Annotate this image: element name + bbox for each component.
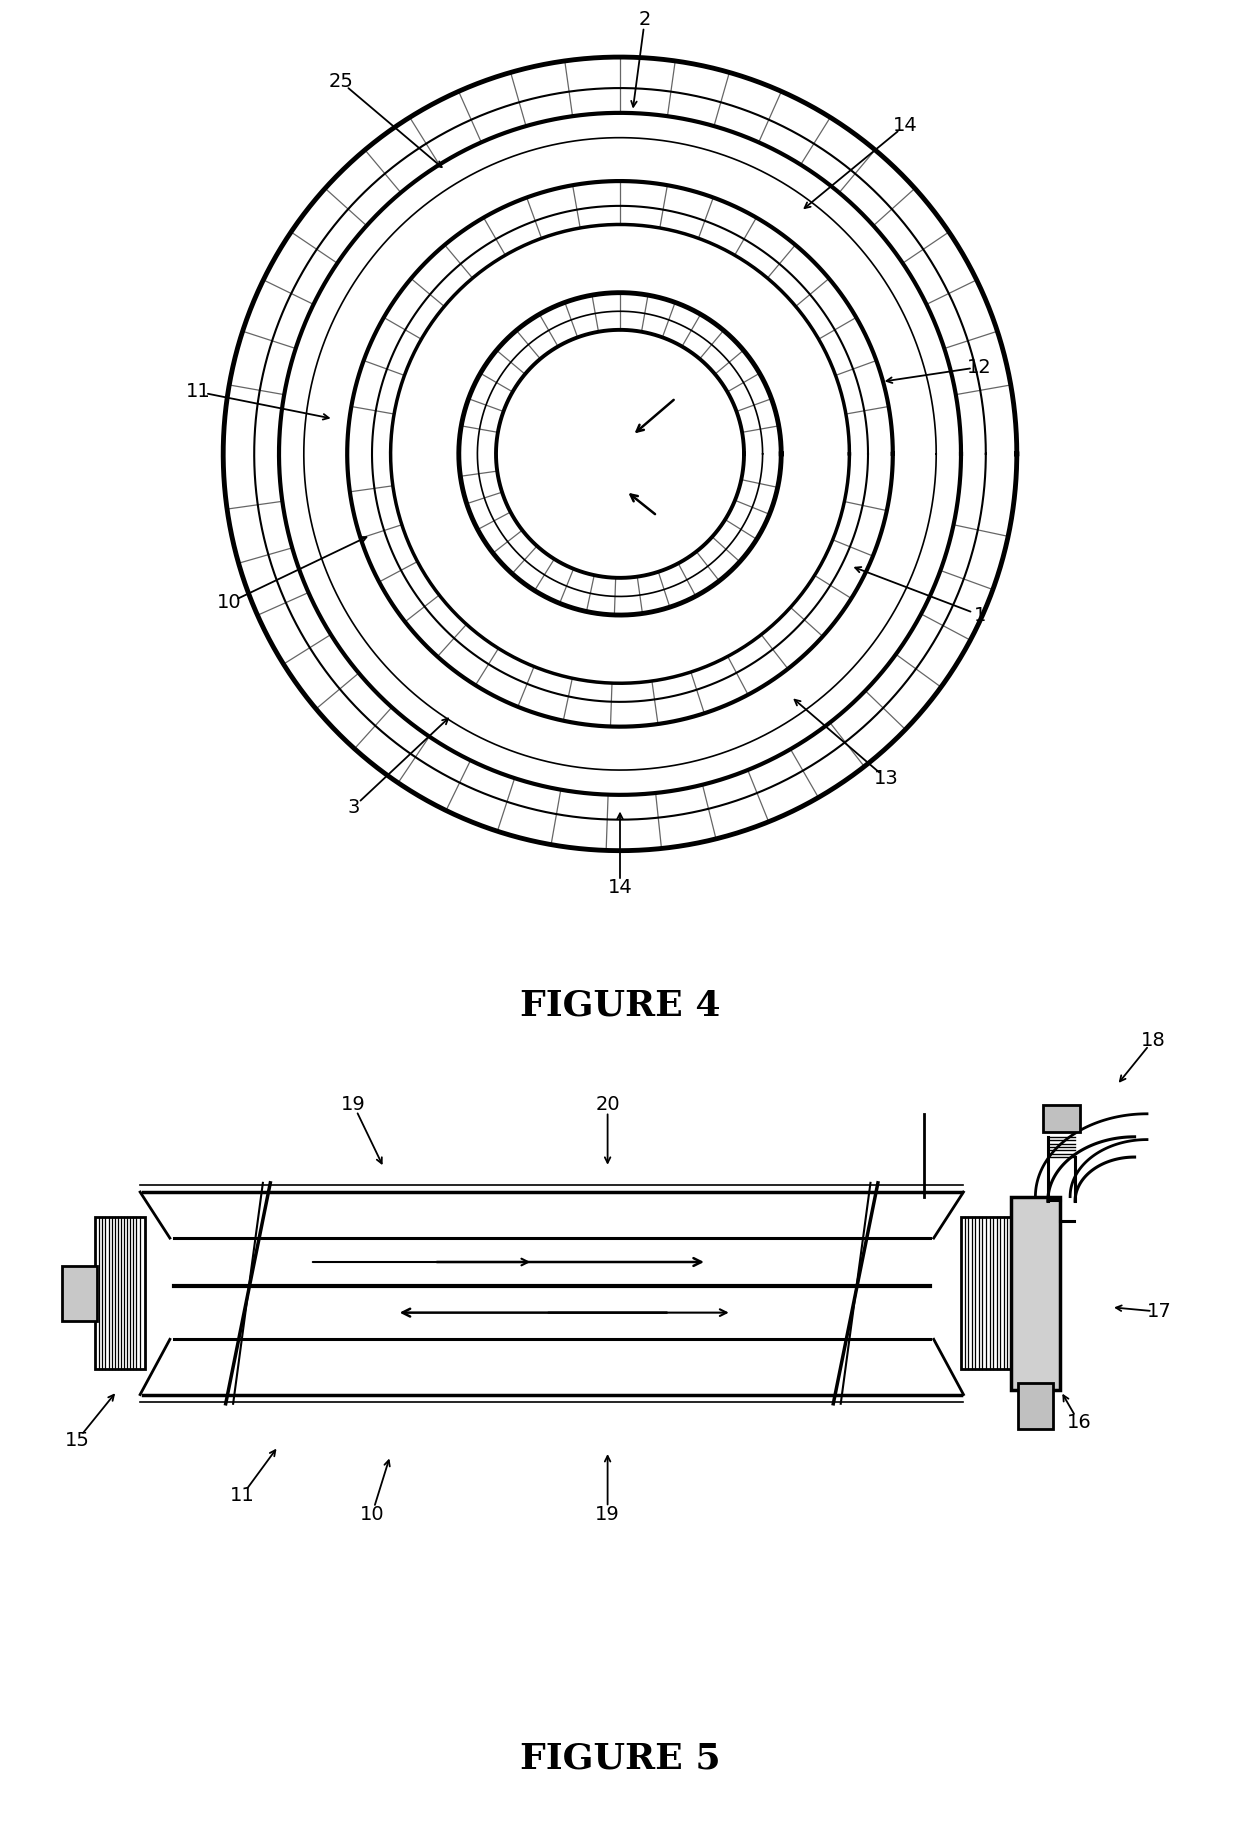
Text: 12: 12: [967, 357, 992, 377]
Bar: [1011, 1197, 1060, 1390]
Text: FIGURE 4: FIGURE 4: [520, 989, 720, 1022]
Text: 16: 16: [1066, 1412, 1091, 1432]
Text: 14: 14: [893, 116, 918, 134]
Bar: [1043, 1105, 1080, 1132]
Text: FIGURE 5: FIGURE 5: [520, 1742, 720, 1775]
Text: 3: 3: [347, 797, 360, 817]
Text: 17: 17: [1147, 1302, 1172, 1322]
Text: 25: 25: [329, 72, 353, 92]
Text: 13: 13: [874, 770, 899, 788]
Text: 1: 1: [973, 606, 986, 624]
Text: 14: 14: [608, 878, 632, 897]
Text: 2: 2: [639, 11, 651, 29]
Bar: [1018, 1383, 1053, 1429]
Bar: [62, 1267, 97, 1322]
Bar: [95, 1217, 145, 1370]
Text: 11: 11: [186, 383, 211, 401]
Text: 19: 19: [595, 1504, 620, 1524]
Text: 10: 10: [217, 593, 242, 613]
Text: 15: 15: [64, 1430, 89, 1451]
Bar: [961, 1217, 1017, 1370]
Text: 18: 18: [1141, 1031, 1166, 1049]
Text: 20: 20: [595, 1095, 620, 1114]
Text: 11: 11: [229, 1486, 254, 1506]
Text: 10: 10: [360, 1504, 384, 1524]
Text: 19: 19: [341, 1095, 366, 1114]
